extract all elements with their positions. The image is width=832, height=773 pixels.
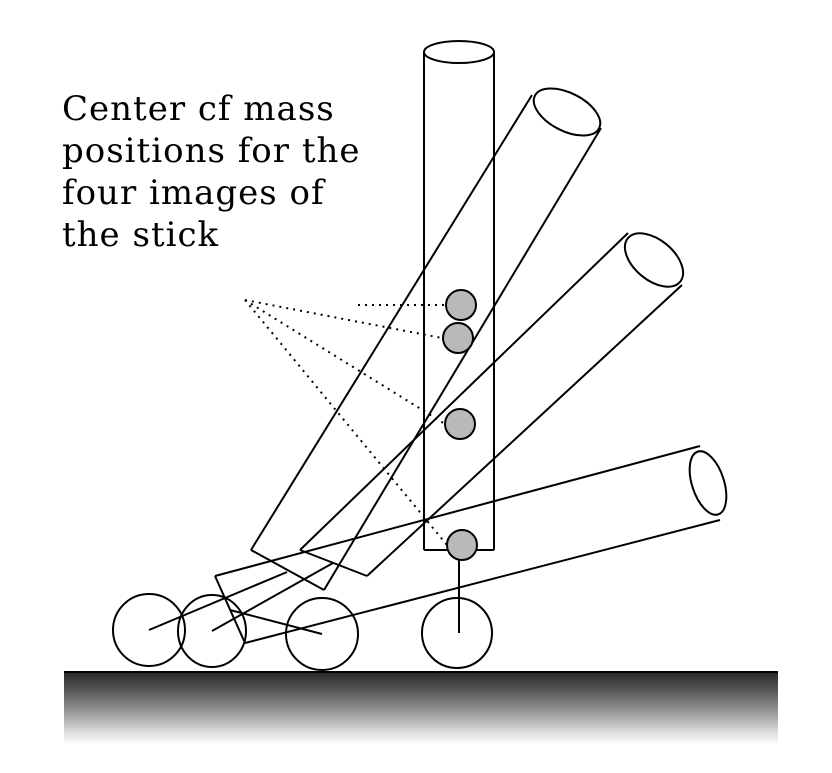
caption-label: Center cf mass positions for the four im… — [62, 88, 392, 256]
stick-vertical — [421, 40, 495, 669]
leader-lines — [244, 299, 448, 546]
com-point-3 — [444, 408, 476, 440]
com-markers — [442, 289, 478, 561]
stick-steep — [112, 87, 602, 667]
caption-line: Center cf mass — [62, 89, 335, 129]
ball-medium — [177, 594, 247, 668]
stick-shallow — [214, 445, 728, 671]
stick-medium — [177, 232, 685, 668]
floor — [64, 671, 778, 745]
com-point-2 — [442, 322, 474, 354]
caption-line: four images of — [62, 173, 325, 213]
caption-line: positions for the — [62, 131, 361, 171]
ball-vertical — [421, 597, 493, 669]
ball-steep — [112, 593, 186, 667]
com-point-4 — [446, 529, 478, 561]
com-point-1 — [445, 289, 477, 321]
caption-line: the stick — [62, 215, 220, 255]
ball-shallow — [285, 597, 359, 671]
